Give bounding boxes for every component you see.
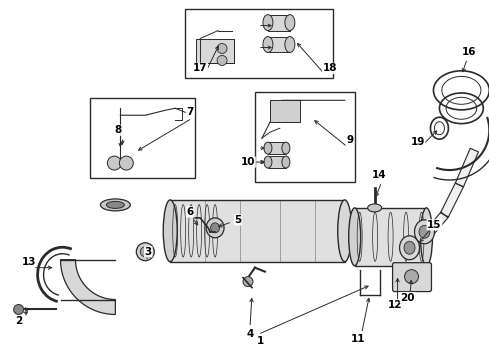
- Polygon shape: [61, 260, 115, 315]
- Text: 19: 19: [410, 137, 425, 147]
- Bar: [268, 37, 290, 53]
- Text: 3: 3: [145, 247, 152, 257]
- Ellipse shape: [404, 241, 415, 254]
- FancyBboxPatch shape: [196, 39, 234, 63]
- Ellipse shape: [100, 199, 130, 211]
- Ellipse shape: [264, 156, 272, 168]
- Bar: [255, 92, 355, 182]
- Polygon shape: [441, 183, 464, 217]
- Ellipse shape: [263, 15, 273, 31]
- Text: 9: 9: [346, 135, 353, 145]
- Bar: [355, 208, 426, 266]
- Circle shape: [217, 55, 227, 66]
- Circle shape: [217, 44, 227, 54]
- Text: 7: 7: [187, 107, 194, 117]
- Ellipse shape: [136, 243, 154, 261]
- Text: 5: 5: [234, 215, 242, 225]
- FancyBboxPatch shape: [392, 263, 432, 292]
- Ellipse shape: [399, 236, 419, 260]
- Polygon shape: [455, 148, 478, 187]
- Ellipse shape: [140, 247, 150, 257]
- Text: 2: 2: [15, 316, 22, 327]
- Text: 15: 15: [427, 220, 441, 230]
- Ellipse shape: [106, 201, 124, 208]
- Polygon shape: [424, 212, 448, 238]
- Ellipse shape: [338, 200, 352, 262]
- Bar: [91, 98, 195, 178]
- Text: 6: 6: [187, 207, 194, 217]
- Bar: [268, 142, 286, 154]
- Circle shape: [107, 156, 122, 170]
- Ellipse shape: [420, 208, 433, 266]
- Ellipse shape: [211, 223, 220, 233]
- Ellipse shape: [419, 225, 430, 238]
- Circle shape: [120, 156, 133, 170]
- Ellipse shape: [206, 218, 224, 238]
- Text: 13: 13: [22, 257, 36, 267]
- Ellipse shape: [349, 208, 361, 266]
- Ellipse shape: [264, 142, 272, 154]
- Text: 11: 11: [350, 334, 365, 345]
- Ellipse shape: [282, 142, 290, 154]
- Circle shape: [14, 305, 24, 315]
- Ellipse shape: [285, 15, 295, 31]
- Text: 14: 14: [372, 170, 387, 180]
- Text: 8: 8: [115, 125, 122, 135]
- Text: 17: 17: [193, 63, 207, 73]
- Text: 12: 12: [387, 300, 402, 310]
- Ellipse shape: [282, 156, 290, 168]
- Ellipse shape: [163, 200, 177, 262]
- FancyBboxPatch shape: [270, 100, 300, 122]
- Ellipse shape: [263, 37, 273, 53]
- Bar: [185, 9, 333, 78]
- Circle shape: [405, 270, 418, 284]
- Ellipse shape: [415, 220, 435, 244]
- Text: 16: 16: [462, 48, 477, 58]
- Ellipse shape: [285, 37, 295, 53]
- Text: 20: 20: [400, 293, 415, 302]
- Text: 10: 10: [241, 157, 255, 167]
- Circle shape: [243, 276, 253, 287]
- Bar: [170, 200, 345, 262]
- Text: 18: 18: [322, 63, 337, 73]
- Ellipse shape: [368, 204, 382, 212]
- Bar: [268, 156, 286, 168]
- Text: 1: 1: [256, 336, 264, 346]
- Text: 4: 4: [246, 329, 254, 339]
- Bar: [268, 15, 290, 31]
